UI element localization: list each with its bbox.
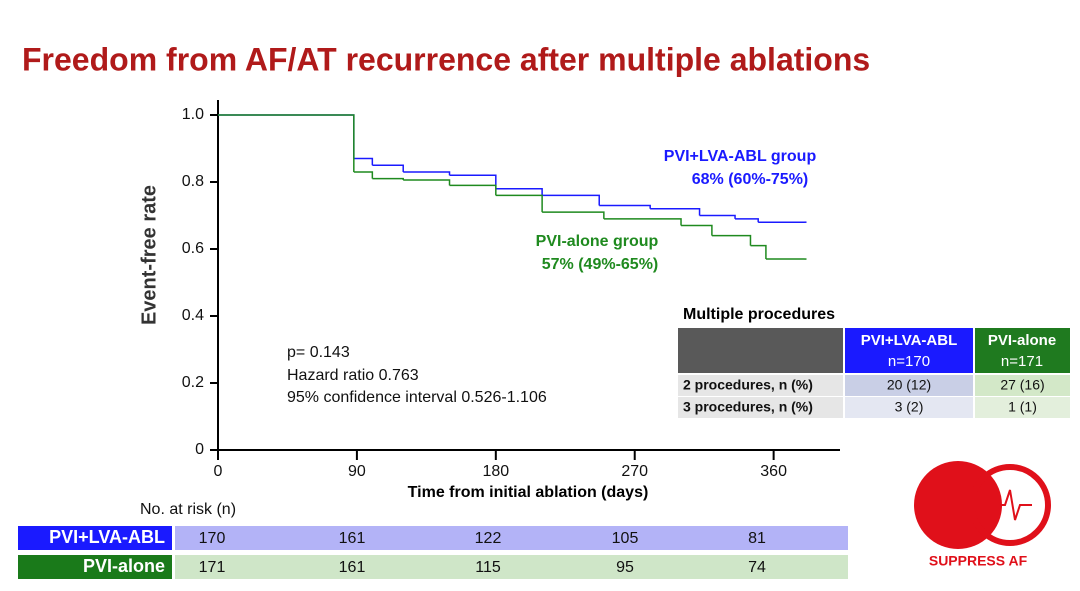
table-header-cell <box>975 328 1070 373</box>
y-tick-label: 0.4 <box>182 307 204 324</box>
risk-value: 171 <box>199 559 226 576</box>
table-header: PVI-alone <box>988 332 1056 349</box>
step-segment <box>542 211 605 219</box>
table-row-label: 2 procedures, n (%) <box>683 377 813 393</box>
step-segment <box>681 224 713 236</box>
y-axis-label: Event-free rate <box>138 185 160 325</box>
step-segment <box>495 187 543 196</box>
table-header: n=171 <box>1001 353 1043 370</box>
step-segment <box>599 204 651 209</box>
risk-row-bg <box>175 526 848 550</box>
step-segment <box>218 114 355 159</box>
table-value: 20 (12) <box>887 377 931 393</box>
step-segment <box>699 214 736 219</box>
risk-value: 161 <box>339 530 366 547</box>
table-header-cell <box>678 328 843 373</box>
risk-value: 105 <box>612 530 639 547</box>
table-value: 1 (1) <box>1008 399 1037 415</box>
table-header: PVI+LVA-ABL <box>861 332 958 349</box>
step-segment <box>542 194 600 206</box>
stat-text: Hazard ratio 0.763 <box>287 367 419 384</box>
table-header-cell <box>845 328 973 373</box>
stat-text: 95% confidence interval 0.526-1.106 <box>287 389 547 406</box>
x-axis-label: Time from initial ablation (days) <box>408 484 649 501</box>
series-label: PVI+LVA-ABL group <box>664 148 817 165</box>
x-tick-label: 270 <box>621 463 648 480</box>
table-cell <box>975 397 1070 418</box>
step-segment <box>372 177 404 180</box>
y-tick-label: 0.2 <box>182 374 204 391</box>
x-tick-label: 360 <box>760 463 787 480</box>
risk-value: 115 <box>475 559 501 576</box>
table-body: 2 procedures, n (%) 20 (12) 27 (16) 3 proce… <box>678 375 1070 418</box>
step-segment <box>353 157 374 166</box>
table-row-label: 3 procedures, n (%) <box>683 399 813 415</box>
step-segment <box>218 114 355 172</box>
step-segment <box>449 174 497 189</box>
y-tick-label: 0.8 <box>182 173 204 190</box>
table-cell <box>845 375 973 396</box>
x-tick-label: 90 <box>348 463 366 480</box>
risk-label-bg <box>18 555 172 579</box>
table-value: 27 (16) <box>1000 377 1044 393</box>
step-segment <box>449 184 497 196</box>
risk-table: PVI+LVA-ABL 170 161 122 105 81 PVI-alone 171 161… <box>18 526 848 579</box>
y-tick-label: 1.0 <box>182 106 204 123</box>
step-segment <box>403 171 451 176</box>
x-tick-label: 180 <box>482 463 509 480</box>
step-segment <box>603 218 682 226</box>
x-tick-label: 0 <box>214 463 223 480</box>
logo-ring <box>969 464 1051 546</box>
risk-row-bg <box>175 555 848 579</box>
step-segment <box>403 179 451 186</box>
table-cell <box>678 375 843 396</box>
y-tick-label: 0.6 <box>182 240 204 257</box>
risk-title: No. at risk (n) <box>140 501 236 518</box>
table-cell <box>845 397 973 418</box>
step-segment <box>750 244 767 260</box>
table-title: Multiple procedures <box>683 306 835 323</box>
risk-value: 122 <box>475 530 502 547</box>
step-segment <box>650 208 701 216</box>
table-value: 3 (2) <box>895 399 924 415</box>
table-cell <box>678 397 843 418</box>
y-tick-label: 0 <box>195 441 204 458</box>
table-cell <box>975 375 1070 396</box>
slide-title: Freedom from AF/AT recurrence after mult… <box>22 41 870 77</box>
stat-text: p= 0.143 <box>287 344 350 361</box>
logo-text: SUPPRESS AF <box>929 553 1028 569</box>
risk-value: 74 <box>748 559 766 576</box>
step-segment <box>495 194 543 213</box>
step-segment <box>353 171 374 179</box>
annotation: 57% (49%-65%) <box>542 256 659 273</box>
logo-pulse <box>990 489 1032 521</box>
table-header: n=170 <box>888 353 930 370</box>
risk-label-bg <box>18 526 172 550</box>
step-segment <box>735 218 759 223</box>
risk-label: PVI+LVA-ABL <box>49 527 165 547</box>
step-segment <box>372 164 404 172</box>
risk-value: 81 <box>748 530 766 547</box>
series-label: PVI-alone group <box>536 233 659 250</box>
annotation: 68% (60%-75%) <box>692 171 809 188</box>
risk-value: 170 <box>199 530 226 547</box>
plot: 0 0.2 0.4 0.6 0.8 1.0 0 90 180 270 360 <box>182 100 840 480</box>
step-segment <box>711 234 752 246</box>
logo: SUPPRESS AF <box>914 461 1051 569</box>
risk-value: 95 <box>616 559 634 576</box>
risk-value: 161 <box>339 559 366 576</box>
risk-label: PVI-alone <box>83 556 165 576</box>
